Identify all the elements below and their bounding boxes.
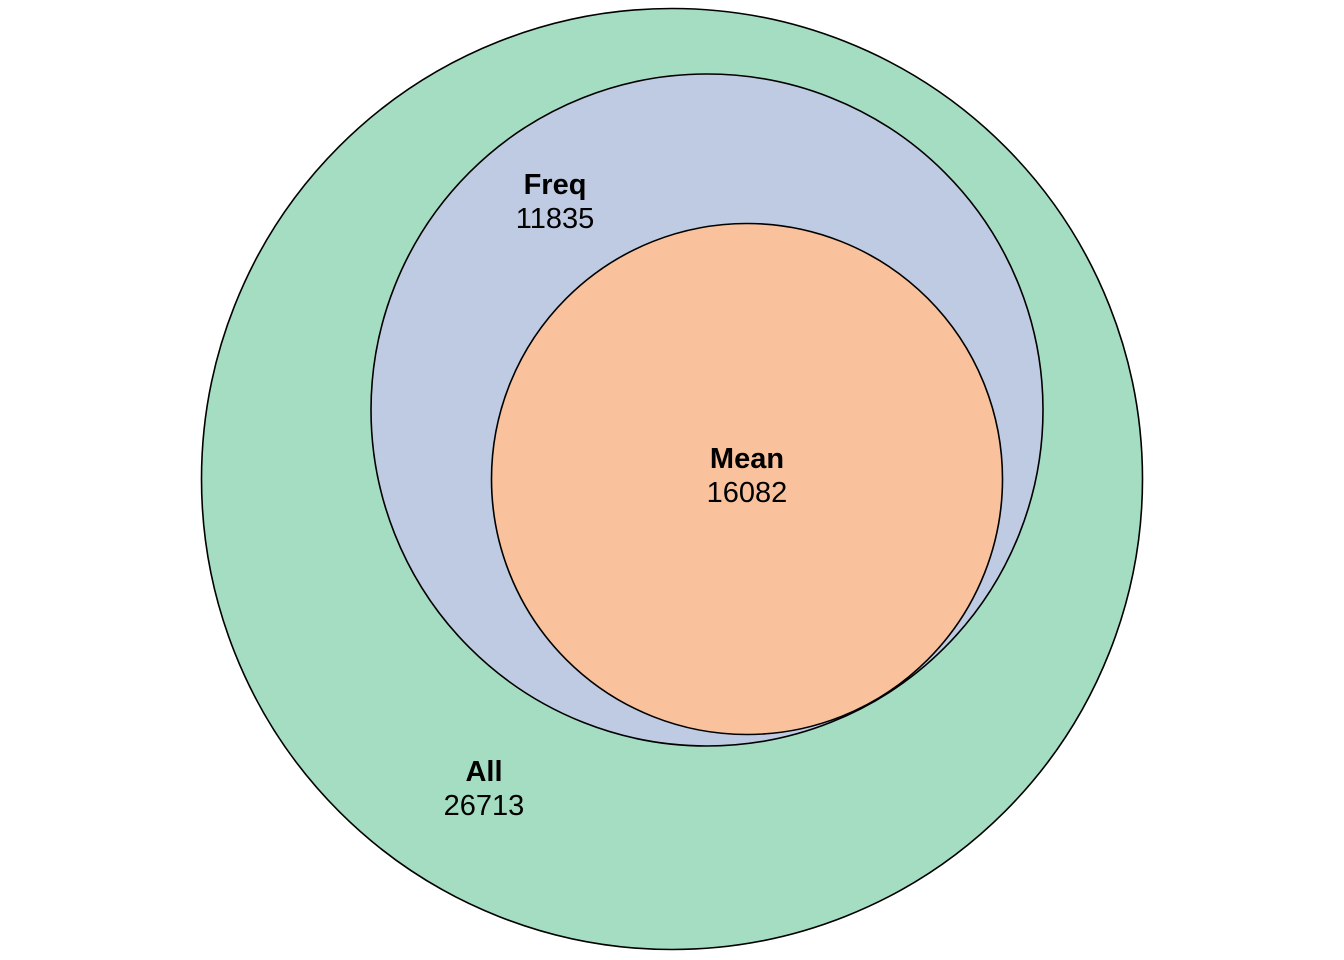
set-all-name: All bbox=[465, 756, 502, 788]
set-mean bbox=[490, 222, 1004, 736]
set-mean-count: 16082 bbox=[707, 477, 788, 509]
set-mean-circle bbox=[490, 222, 1004, 736]
set-freq-label: Freq 11835 bbox=[516, 169, 595, 235]
set-freq-name: Freq bbox=[524, 169, 587, 201]
set-all-label: All 26713 bbox=[444, 756, 525, 822]
set-all-count: 26713 bbox=[444, 790, 525, 822]
set-mean-label: Mean 16082 bbox=[707, 443, 788, 509]
set-mean-name: Mean bbox=[710, 443, 784, 475]
set-freq-count: 11835 bbox=[516, 203, 595, 235]
